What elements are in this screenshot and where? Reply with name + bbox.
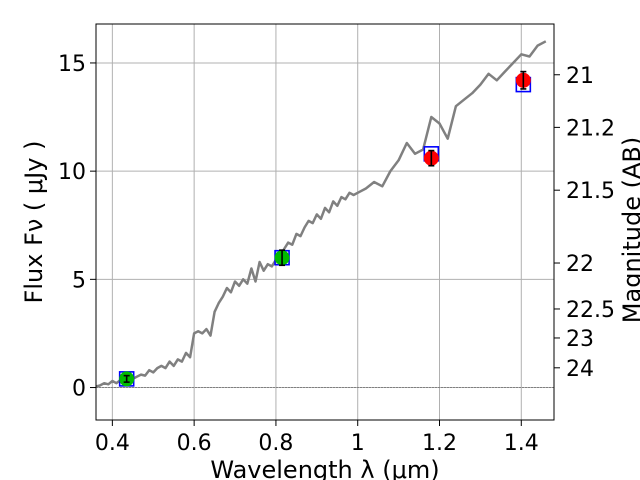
x-tick-label: 0.8: [258, 431, 293, 456]
x-tick-label: 0.4: [95, 431, 130, 456]
mag-tick-label: 22: [566, 252, 594, 277]
y-tick-label: 10: [58, 160, 86, 185]
spectrum-line: [95, 40, 547, 388]
y-tick-label: 15: [58, 52, 86, 77]
x-tick-label: 0.6: [177, 431, 212, 456]
y-tick-label: 5: [72, 268, 86, 293]
axes: 0.4 0.6 0.8 1 1.2 1.4 0 5 10 15 21 21.2 21.5 22 22.5 23…: [58, 52, 615, 456]
mag-tick-label: 23: [566, 327, 594, 352]
mag-tick-label: 21.2: [566, 116, 615, 141]
x-tick-label: 1.2: [422, 431, 457, 456]
y-tick-label: 0: [72, 377, 86, 402]
plot-frame: [95, 23, 555, 421]
grid: [96, 24, 554, 420]
mag-tick-label: 22.5: [566, 298, 615, 323]
x-tick-label: 1.4: [504, 431, 539, 456]
mag-tick-label: 24: [566, 357, 594, 382]
y-axis-label: Flux Fν ( μJy ): [20, 141, 48, 304]
right-axis-label: Magnitude (AB): [618, 137, 640, 323]
x-tick-label: 1: [351, 431, 365, 456]
mag-tick-label: 21: [566, 64, 594, 89]
x-axis-label: Wavelength λ (μm): [210, 456, 439, 480]
plot-area: [95, 40, 547, 388]
mag-tick-label: 21.5: [566, 179, 615, 204]
